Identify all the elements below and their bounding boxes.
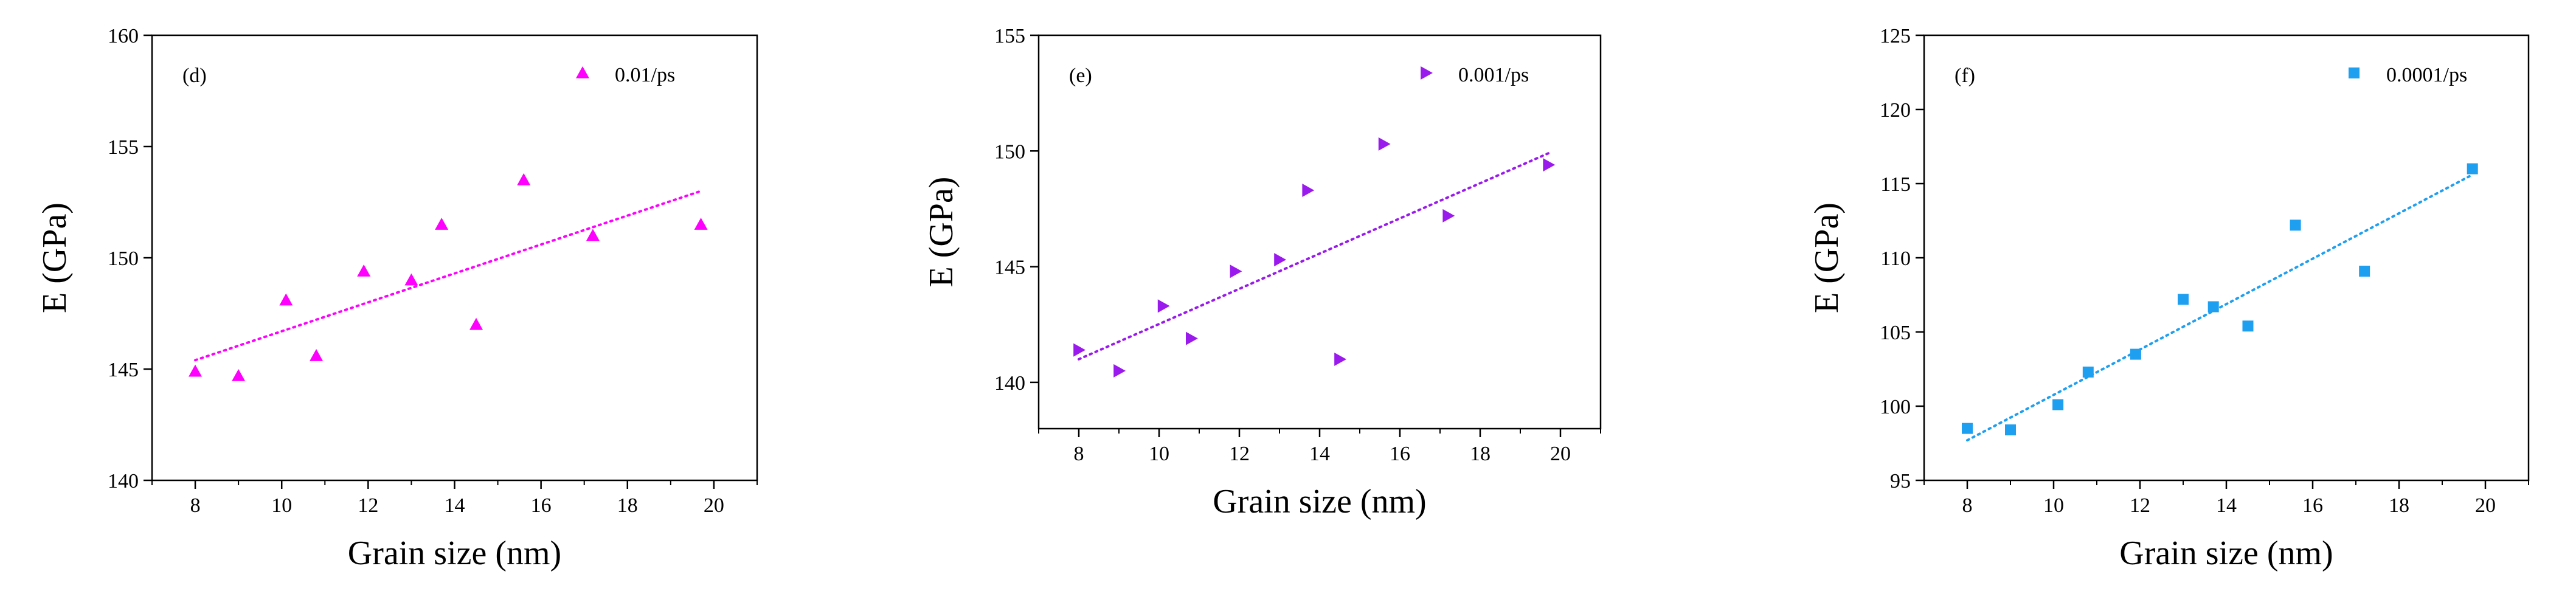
data-point-d: [435, 218, 449, 230]
y-tick-label-e: 145: [994, 257, 1025, 279]
x-tick-label-d: 8: [190, 494, 201, 517]
legend-marker-f: [2349, 67, 2360, 78]
y-tick-label-f: 95: [1890, 470, 1911, 493]
panel-label-d: (d): [182, 64, 207, 87]
data-point-f: [2467, 163, 2478, 175]
data-point-d: [404, 273, 418, 286]
data-point-d: [279, 293, 293, 306]
y-tick-label-e: 155: [994, 25, 1025, 47]
data-point-f: [2052, 399, 2064, 410]
legend-label-f: 0.0001/ps: [2386, 64, 2467, 86]
data-point-d: [357, 264, 371, 277]
data-point-f: [1962, 423, 1973, 434]
data-point-d: [232, 368, 246, 381]
x-tick-label-e: 14: [1309, 443, 1330, 465]
chart-panel-f: 8 10 12 14 16 18 20 95 100 105 110 115 120 125 Grain s…: [1808, 25, 2530, 572]
data-point-e: [1186, 331, 1198, 345]
data-point-e: [1302, 183, 1315, 197]
legend-marker-e: [1421, 66, 1433, 80]
x-tick-label-e: 8: [1074, 443, 1084, 465]
y-tick-label-d: 150: [108, 247, 139, 270]
y-axis-title-e: E (GPa): [923, 177, 960, 288]
data-point-f: [2178, 294, 2189, 305]
data-point-e: [1157, 299, 1170, 313]
data-point-d: [310, 349, 324, 361]
data-point-f: [2359, 265, 2370, 277]
x-tick-label-d: 16: [531, 494, 552, 517]
data-point-d: [586, 229, 600, 241]
x-tick-label-e: 12: [1229, 443, 1250, 465]
fit-line-e: [1078, 152, 1550, 361]
x-tick-label-e: 18: [1470, 443, 1491, 465]
data-point-e: [1274, 253, 1286, 267]
y-tick-label-e: 150: [994, 140, 1025, 163]
data-point-d: [469, 317, 483, 330]
x-axis-title-e: Grain size (nm): [1213, 483, 1426, 520]
fit-line-d: [194, 190, 702, 362]
panel-label-e: (e): [1069, 64, 1092, 87]
x-tick-label-d: 14: [445, 494, 465, 517]
x-tick-label-f: 14: [2216, 494, 2237, 517]
data-point-f: [2242, 320, 2254, 332]
y-tick-label-f: 100: [1880, 396, 1911, 418]
y-tick-label-f: 125: [1880, 25, 1911, 47]
y-tick-label-d: 160: [108, 25, 139, 47]
x-tick-label-f: 20: [2475, 494, 2496, 517]
y-tick-label-d: 155: [108, 136, 139, 159]
data-point-d: [694, 218, 708, 230]
x-tick-label-d: 18: [617, 494, 638, 517]
x-tick-label-f: 18: [2389, 494, 2409, 517]
x-axis-title-d: Grain size (nm): [348, 534, 561, 572]
plot-frame-f: [1923, 34, 2530, 482]
data-point-f: [2005, 424, 2016, 436]
x-tick-label-f: 16: [2302, 494, 2323, 517]
panel-label-f: (f): [1955, 64, 1975, 87]
data-point-e: [1442, 209, 1455, 223]
y-axis-title-d: E (GPa): [36, 202, 74, 313]
data-point-d: [517, 173, 531, 185]
data-point-f: [2082, 366, 2094, 378]
plot-frame-d: [151, 34, 758, 482]
legend-label-e: 0.001/ps: [1458, 64, 1529, 86]
y-axis-title-f: E (GPa): [1808, 202, 1846, 313]
y-tick-label-d: 145: [108, 359, 139, 381]
y-tick-label-d: 140: [108, 470, 139, 493]
legend-marker-d: [576, 66, 589, 78]
data-point-e: [1113, 364, 1126, 378]
x-tick-label-f: 8: [1962, 494, 1973, 517]
x-tick-label-f: 12: [2130, 494, 2150, 517]
x-tick-label-e: 10: [1149, 443, 1169, 465]
x-tick-label-e: 16: [1390, 443, 1410, 465]
data-point-d: [189, 364, 203, 377]
y-tick-label-f: 110: [1880, 247, 1911, 270]
data-point-f: [2130, 348, 2141, 360]
y-tick-label-f: 120: [1880, 99, 1911, 122]
x-tick-label-d: 12: [358, 494, 378, 517]
x-tick-label-d: 20: [704, 494, 724, 517]
fit-line-f: [1966, 173, 2474, 442]
data-point-e: [1230, 264, 1242, 278]
x-tick-label-f: 10: [2043, 494, 2064, 517]
x-tick-label-e: 20: [1550, 443, 1571, 465]
y-tick-label-f: 115: [1880, 173, 1911, 196]
chart-panel-e: 8 10 12 14 16 18 20 140 145 150 155 Grain size (nm)…: [923, 25, 1602, 520]
x-tick-label-d: 10: [271, 494, 292, 517]
data-point-e: [1378, 137, 1391, 151]
data-point-e: [1334, 352, 1346, 366]
chart-panel-d: 8 10 12 14 16 18 20 140 145 150 155 160 Grain size (…: [36, 25, 758, 572]
y-tick-label-e: 140: [994, 372, 1025, 395]
data-point-f: [2290, 219, 2301, 231]
data-point-f: [2207, 301, 2219, 313]
data-point-e: [1073, 343, 1085, 357]
x-axis-title-f: Grain size (nm): [2119, 534, 2333, 572]
y-tick-label-f: 105: [1880, 322, 1911, 344]
legend-label-d: 0.01/ps: [615, 64, 675, 86]
data-point-e: [1543, 158, 1556, 172]
